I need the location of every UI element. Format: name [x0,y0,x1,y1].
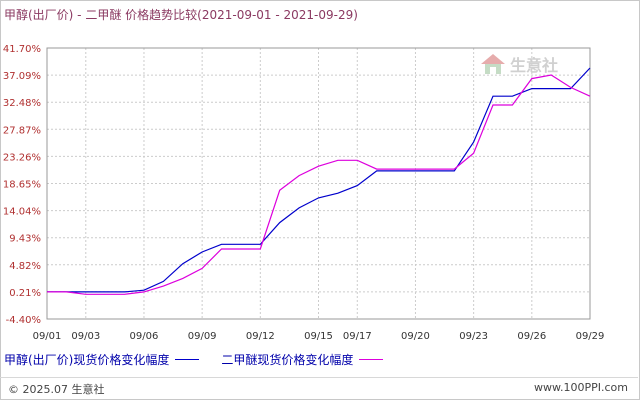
legend-swatch-series-2 [359,359,384,360]
legend-swatch-series-1 [175,359,200,360]
y-tick-label: 27.87% [3,125,41,136]
chart-title: 甲醇(出厂价) - 二甲醚 价格趋势比较(2021-09-01 - 2021-0… [4,8,358,22]
y-tick-label: 0.21% [9,288,41,299]
y-tick-label: 23.26% [3,152,41,163]
chart-legend: 甲醇(出厂价)现货价格变化幅度 二甲醚现货价格变化幅度 [4,351,405,368]
plot-area-border [46,47,591,320]
x-tick-label: 09/23 [459,331,488,342]
y-tick-label: 41.70% [3,44,41,55]
y-tick-label: 32.48% [3,98,41,109]
x-tick-label: 09/20 [401,331,430,342]
x-tick-label: 09/29 [576,331,605,342]
legend-item-series-2: 二甲醚现货价格变化幅度 [221,351,384,368]
watermark-text: 生意社 [510,56,559,75]
y-tick-label: 4.82% [9,261,41,272]
series-line-2 [47,74,591,295]
y-tick-label: 9.43% [9,234,41,245]
x-axis-ticks: 09/01 09/03 09/06 09/09 09/12 09/15 09/17 09/20… [33,331,605,342]
y-tick-label: -4.40% [6,315,41,326]
series-line-1 [47,67,591,293]
legend-item-series-1: 甲醇(出厂价)现货价格变化幅度 [4,351,200,368]
series-lines [47,67,591,295]
chart-grid [46,47,591,320]
y-axis-ticks: 41.70% 37.09% 32.48% 27.87% 23.26% 18.65% 14.0… [3,44,41,326]
house-logo-icon [481,54,505,74]
legend-label-series-1: 甲醇(出厂价)现货价格变化幅度 [4,353,170,367]
copyright-text: © 2025.07 生意社 [8,383,105,396]
y-tick-label: 37.09% [3,71,41,82]
y-tick-label: 18.65% [3,180,41,191]
legend-label-series-2: 二甲醚现货价格变化幅度 [221,353,354,367]
x-tick-label: 09/09 [188,331,217,342]
x-tick-label: 09/03 [71,331,100,342]
site-link[interactable]: www.100PPI.com [534,381,628,394]
footer: © 2025.07 生意社 www.100PPI.com [0,377,638,399]
watermark: 生意社 [480,52,558,76]
x-tick-label: 09/06 [130,331,159,342]
x-tick-label: 09/01 [33,331,62,342]
y-tick-label: 14.04% [3,207,41,218]
x-tick-label: 09/17 [343,331,372,342]
x-tick-label: 09/12 [246,331,275,342]
x-tick-label: 09/26 [517,331,546,342]
x-tick-label: 09/15 [304,331,333,342]
